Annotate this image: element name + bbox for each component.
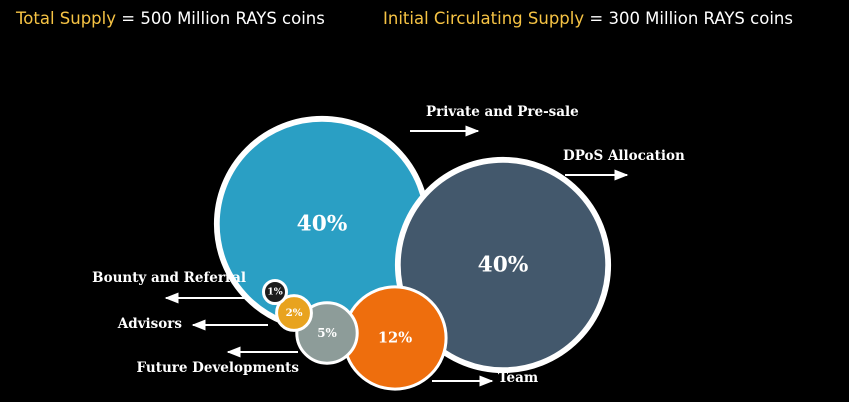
category-label: Team [498, 370, 538, 386]
bubble [394, 156, 612, 374]
value-label: 40% [478, 253, 529, 278]
category-label: Future Developments [137, 360, 300, 376]
header-item: Initial Circulating Supply = 300 Million… [383, 9, 793, 28]
value-label: 40% [297, 212, 348, 237]
value-label: 2% [286, 307, 303, 319]
header-text: = 500 Million RAYS coins [121, 9, 325, 28]
category-label: Bounty and Referral [92, 270, 246, 286]
header-text: = 300 Million RAYS coins [589, 9, 793, 28]
bubble [262, 279, 288, 305]
category-label: DPoS Allocation [563, 148, 685, 164]
value-label: 12% [378, 330, 412, 347]
header-key: Initial Circulating Supply [383, 9, 584, 28]
category-label: Advisors [117, 316, 183, 332]
value-label: 5% [317, 326, 337, 340]
bubble [275, 294, 313, 332]
header-key: Total Supply [15, 9, 116, 28]
value-label: 1% [267, 287, 283, 298]
category-label: Private and Pre-sale [426, 104, 579, 120]
header-item: Total Supply = 500 Million RAYS coins [15, 9, 325, 28]
